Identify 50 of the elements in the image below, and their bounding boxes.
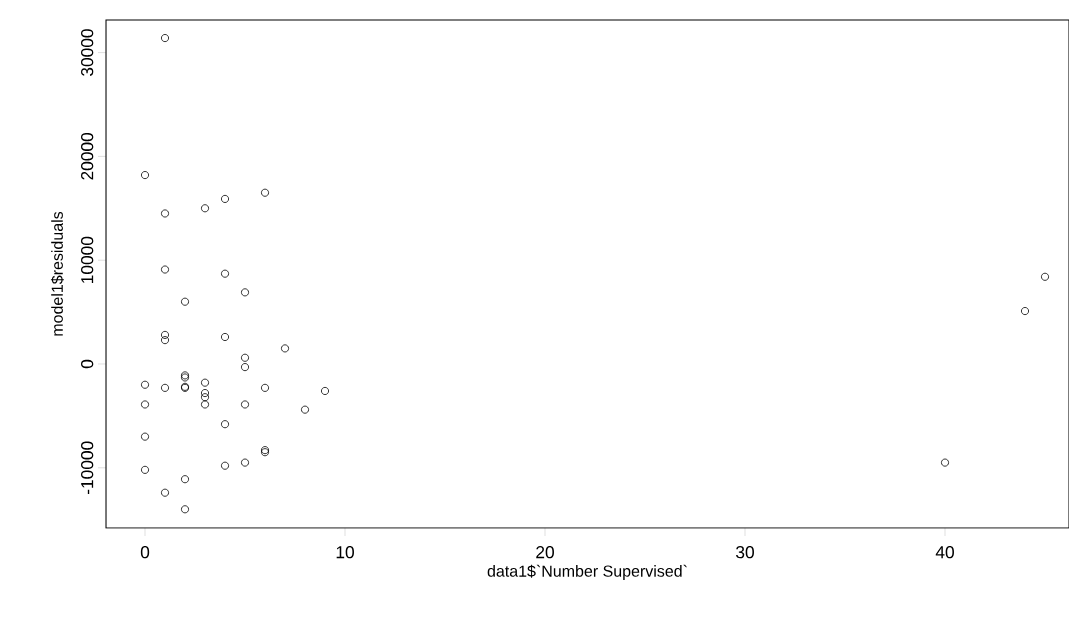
point (221, 461, 230, 470)
point (241, 363, 250, 372)
y-tick-label: -10000 (81, 441, 94, 494)
point (161, 265, 170, 274)
point (241, 353, 250, 362)
x-tick-label: 40 (935, 546, 954, 559)
point (201, 204, 210, 213)
point (241, 400, 250, 409)
point (221, 420, 230, 429)
point (221, 269, 230, 278)
point (141, 400, 150, 409)
y-tick-label: 20000 (81, 132, 94, 180)
point (1021, 307, 1030, 316)
point (181, 475, 190, 484)
point (301, 405, 310, 414)
point (261, 188, 270, 197)
point (221, 194, 230, 203)
point (161, 336, 170, 345)
point (281, 344, 290, 353)
point (141, 380, 150, 389)
point (241, 458, 250, 467)
y-tick-label: 0 (81, 359, 94, 369)
point (321, 386, 330, 395)
x-tick-label: 20 (536, 546, 554, 559)
point (161, 383, 170, 392)
x-tick-label: 0 (140, 546, 150, 559)
point (1041, 272, 1050, 281)
point (221, 332, 230, 341)
point (161, 330, 170, 339)
y-tick-label: 30000 (81, 29, 94, 77)
point (181, 505, 190, 514)
point (161, 488, 170, 497)
point (241, 288, 250, 297)
point (141, 432, 150, 441)
point (141, 171, 150, 180)
x-axis-title: data1$`Number Supervised` (487, 564, 687, 580)
y-tick-label: 10000 (81, 236, 94, 283)
y-axis-title: model1$residuals (50, 211, 64, 336)
point (161, 34, 170, 43)
point (201, 400, 210, 409)
x-tick-label: 30 (736, 546, 754, 559)
point (941, 458, 950, 467)
point (201, 389, 210, 398)
x-tick-label: 10 (336, 546, 354, 559)
point (261, 383, 270, 392)
point (201, 378, 210, 387)
point (141, 465, 150, 474)
point (161, 209, 170, 218)
point (181, 297, 190, 306)
point (201, 393, 210, 402)
